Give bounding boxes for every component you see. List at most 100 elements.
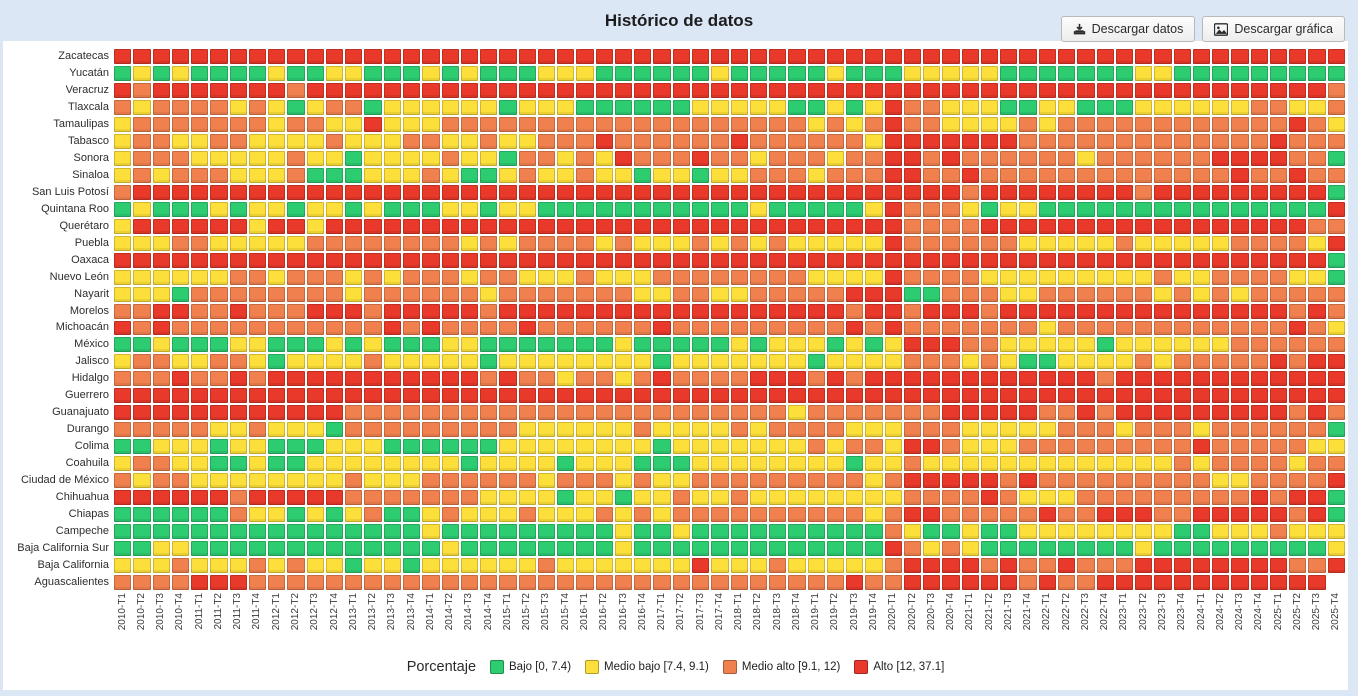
heatmap-cell[interactable] [865, 371, 883, 387]
heatmap-cell[interactable] [1096, 150, 1114, 166]
heatmap-cell[interactable] [152, 320, 170, 336]
heatmap-cell[interactable] [826, 184, 845, 200]
heatmap-cell[interactable] [1308, 422, 1326, 438]
heatmap-cell[interactable] [807, 439, 825, 455]
heatmap-cell[interactable] [730, 320, 748, 336]
heatmap-cell[interactable] [1308, 507, 1326, 523]
heatmap-cell[interactable] [480, 116, 498, 132]
heatmap-cell[interactable] [788, 575, 806, 590]
heatmap-cell[interactable] [1154, 524, 1172, 540]
heatmap-cell[interactable] [807, 49, 825, 64]
heatmap-cell[interactable] [1135, 286, 1153, 302]
heatmap-cell[interactable] [210, 473, 228, 489]
heatmap-cell[interactable] [345, 524, 363, 540]
heatmap-cell[interactable] [788, 456, 806, 472]
heatmap-cell[interactable] [1173, 201, 1191, 217]
heatmap-cell[interactable] [306, 235, 324, 251]
heatmap-cell[interactable] [152, 218, 170, 234]
heatmap-cell[interactable] [1289, 269, 1307, 285]
heatmap-cell[interactable] [191, 558, 209, 574]
heatmap-cell[interactable] [1192, 524, 1211, 540]
heatmap-cell[interactable] [903, 235, 922, 251]
heatmap-cell[interactable] [1077, 337, 1095, 353]
heatmap-cell[interactable] [1212, 99, 1230, 115]
heatmap-cell[interactable] [152, 354, 170, 370]
heatmap-cell[interactable] [1250, 354, 1268, 370]
heatmap-cell[interactable] [807, 575, 825, 590]
heatmap-cell[interactable] [691, 490, 710, 506]
heatmap-cell[interactable] [1115, 82, 1134, 98]
heatmap-cell[interactable] [1135, 82, 1153, 98]
heatmap-cell[interactable] [287, 541, 305, 557]
heatmap-cell[interactable] [325, 456, 344, 472]
heatmap-cell[interactable] [884, 49, 902, 64]
heatmap-cell[interactable] [942, 303, 960, 319]
heatmap-cell[interactable] [364, 558, 382, 574]
heatmap-cell[interactable] [807, 388, 825, 404]
heatmap-cell[interactable] [1289, 558, 1307, 574]
heatmap-cell[interactable] [1115, 303, 1134, 319]
heatmap-cell[interactable] [499, 354, 517, 370]
heatmap-cell[interactable] [1115, 524, 1134, 540]
heatmap-cell[interactable] [152, 184, 170, 200]
heatmap-cell[interactable] [1250, 371, 1268, 387]
heatmap-cell[interactable] [923, 49, 941, 64]
heatmap-cell[interactable] [248, 99, 267, 115]
heatmap-cell[interactable] [537, 286, 556, 302]
heatmap-cell[interactable] [942, 167, 960, 183]
heatmap-cell[interactable] [1115, 320, 1134, 336]
heatmap-cell[interactable] [961, 201, 979, 217]
heatmap-cell[interactable] [1173, 286, 1191, 302]
heatmap-cell[interactable] [980, 286, 999, 302]
heatmap-cell[interactable] [557, 286, 575, 302]
heatmap-cell[interactable] [691, 252, 710, 268]
heatmap-cell[interactable] [1269, 303, 1288, 319]
heatmap-cell[interactable] [634, 371, 652, 387]
heatmap-cell[interactable] [711, 524, 729, 540]
heatmap-cell[interactable] [383, 473, 401, 489]
heatmap-cell[interactable] [614, 507, 633, 523]
heatmap-cell[interactable] [402, 422, 421, 438]
heatmap-cell[interactable] [191, 507, 209, 523]
heatmap-cell[interactable] [499, 405, 517, 421]
heatmap-cell[interactable] [865, 456, 883, 472]
heatmap-cell[interactable] [1250, 82, 1268, 98]
heatmap-cell[interactable] [923, 422, 941, 438]
heatmap-cell[interactable] [846, 269, 864, 285]
heatmap-cell[interactable] [1115, 218, 1134, 234]
heatmap-cell[interactable] [345, 422, 363, 438]
heatmap-cell[interactable] [691, 65, 710, 81]
heatmap-cell[interactable] [1173, 49, 1191, 64]
heatmap-cell[interactable] [807, 371, 825, 387]
heatmap-cell[interactable] [923, 354, 941, 370]
heatmap-cell[interactable] [133, 65, 151, 81]
heatmap-cell[interactable] [903, 541, 922, 557]
heatmap-cell[interactable] [422, 456, 440, 472]
heatmap-cell[interactable] [942, 439, 960, 455]
heatmap-cell[interactable] [1173, 490, 1191, 506]
heatmap-cell[interactable] [383, 337, 401, 353]
heatmap-cell[interactable] [1212, 490, 1230, 506]
heatmap-cell[interactable] [1212, 167, 1230, 183]
heatmap-cell[interactable] [807, 456, 825, 472]
heatmap-cell[interactable] [114, 201, 132, 217]
heatmap-cell[interactable] [345, 490, 363, 506]
heatmap-cell[interactable] [1058, 303, 1076, 319]
heatmap-cell[interactable] [1038, 150, 1057, 166]
heatmap-cell[interactable] [1019, 320, 1037, 336]
heatmap-cell[interactable] [345, 337, 363, 353]
heatmap-cell[interactable] [287, 286, 305, 302]
heatmap-cell[interactable] [980, 354, 999, 370]
heatmap-cell[interactable] [1327, 252, 1345, 268]
heatmap-cell[interactable] [653, 167, 671, 183]
heatmap-cell[interactable] [210, 269, 228, 285]
heatmap-cell[interactable] [1269, 150, 1288, 166]
heatmap-cell[interactable] [653, 507, 671, 523]
heatmap-cell[interactable] [480, 218, 498, 234]
heatmap-cell[interactable] [1212, 235, 1230, 251]
heatmap-cell[interactable] [903, 82, 922, 98]
heatmap-cell[interactable] [441, 422, 459, 438]
heatmap-cell[interactable] [923, 65, 941, 81]
heatmap-cell[interactable] [364, 218, 382, 234]
heatmap-cell[interactable] [769, 303, 787, 319]
